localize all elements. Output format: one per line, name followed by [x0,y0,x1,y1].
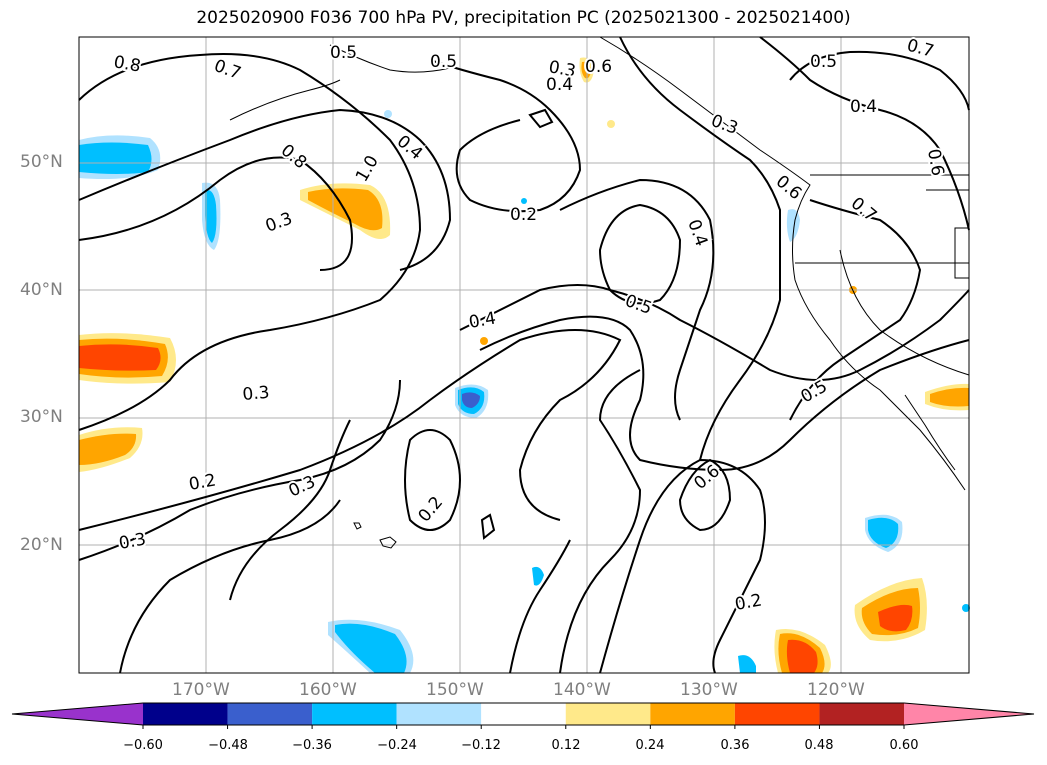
lat-label-40n: 40°N [20,280,63,300]
lat-label-30n: 30°N [20,407,63,427]
contour-label: 0.5 [810,52,837,72]
contour-label: 0.4 [850,97,877,117]
colorbar-segment [565,703,651,725]
colorbar-segment [143,703,228,725]
pv-contours [78,36,970,674]
colorbar [11,702,1035,729]
colorbar-extend-max [904,703,1034,725]
colorbar-segment [819,703,904,725]
lat-label-50n: 50°N [20,152,63,172]
map-title: 2025020900 F036 700 hPa PV, precipitatio… [196,8,851,28]
colorbar-segment [227,703,313,725]
colorbar-segment [650,703,735,725]
colorbar-tick: −0.60 [123,738,163,753]
lon-label-150w: 150°W [426,680,484,700]
colorbar-segment [481,703,566,725]
precip-shading [79,57,970,673]
map-area [78,36,970,674]
colorbar-extend-min [12,703,143,725]
contour-label: 0.5 [430,52,457,72]
coastlines [229,36,970,549]
colorbar-tick: 0.48 [804,738,834,753]
contour-label: 0.6 [585,57,612,77]
contour-label: 0.4 [546,75,573,95]
contour-label: 0.3 [242,383,271,405]
lon-label-140w: 140°W [553,680,611,700]
contour-label: 0.2 [510,205,537,225]
colorbar-tick: −0.12 [461,738,501,753]
contour-label: 0.6 [923,147,947,177]
lon-label-160w: 160°W [299,680,357,700]
contour-label: 0.5 [330,43,357,63]
colorbar-tick: −0.36 [292,738,332,753]
lon-label-130w: 130°W [680,680,738,700]
colorbar-tick: 0.24 [635,738,665,753]
colorbar-segment [734,703,820,725]
colorbar-tick: 0.60 [889,738,919,753]
lon-label-170w: 170°W [172,680,230,700]
lon-label-120w: 120°W [807,680,865,700]
colorbar-tick: 0.12 [551,738,581,753]
lat-label-20n: 20°N [20,535,63,555]
colorbar-tick: 0.36 [720,738,750,753]
graticule [79,37,969,673]
colorbar-segment [312,703,397,725]
colorbar-segment [396,703,482,725]
colorbar-tick: −0.48 [208,738,248,753]
colorbar-tick: −0.24 [377,738,417,753]
